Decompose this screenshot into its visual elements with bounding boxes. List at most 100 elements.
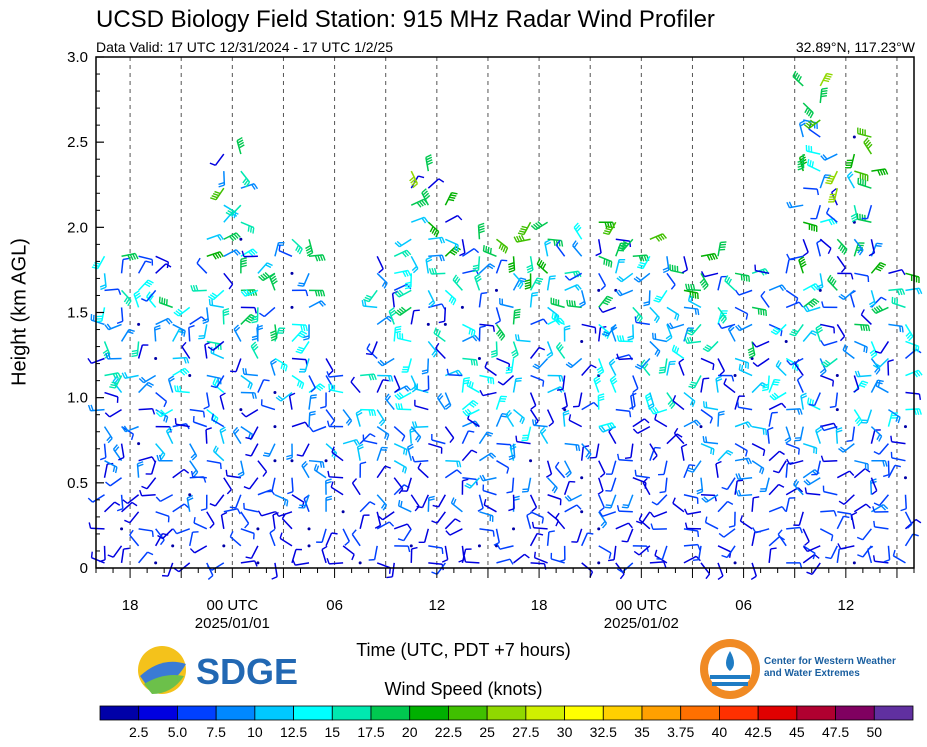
wind-barb (734, 272, 751, 282)
barb-staff (104, 288, 119, 292)
wind-barb (359, 501, 376, 513)
wind-barb (602, 221, 617, 236)
barb-flag (590, 364, 597, 369)
wind-barb (872, 357, 889, 369)
wind-barb (121, 425, 139, 433)
wind-barb (219, 426, 227, 444)
wind-barb (754, 264, 770, 275)
calm-dot (256, 527, 260, 531)
barb-flag (437, 392, 443, 399)
wind-barb (701, 494, 719, 503)
barb-flag (409, 176, 415, 182)
barb-flag (825, 207, 830, 214)
barb-flag (441, 255, 445, 262)
wind-barb (633, 545, 651, 556)
wind-barb (208, 298, 224, 309)
barb-flag (160, 453, 166, 460)
wind-barb (446, 368, 463, 377)
barb-flag (859, 384, 866, 388)
barb-flag (493, 541, 500, 546)
barb-flag (752, 361, 759, 367)
wind-barb (326, 558, 344, 565)
barb-flag (381, 281, 386, 287)
barb-flag (820, 424, 825, 431)
barb-flag (573, 300, 576, 307)
wind-barb (609, 375, 618, 393)
barb-flag (515, 377, 522, 380)
wind-barb (296, 443, 310, 457)
wind-barb (120, 328, 135, 342)
wind-barb (649, 443, 658, 461)
barb-flag (690, 381, 697, 385)
barb-staff (802, 238, 809, 253)
wind-barb (223, 477, 232, 495)
wind-barb (786, 357, 804, 366)
barb-flag (368, 409, 372, 416)
wind-barb (95, 307, 106, 323)
barb-flag (524, 553, 530, 559)
barb-staff (162, 528, 174, 540)
barb-flag (546, 351, 553, 357)
barb-flag (814, 554, 820, 559)
wind-barb (273, 459, 277, 463)
barb-staff (581, 401, 595, 411)
wind-barb (513, 553, 530, 564)
barb-flag (706, 254, 711, 261)
barb-flag (827, 274, 832, 281)
barb-flag (597, 490, 604, 495)
barb-staff (226, 475, 241, 479)
wind-barb (245, 545, 259, 559)
barb-flag (331, 446, 335, 453)
calm-dot (784, 339, 788, 343)
barb-staff (806, 492, 821, 496)
barb-flag (618, 275, 625, 281)
barb-flag (305, 244, 312, 250)
barb-flag (830, 535, 834, 542)
barb-staff (654, 418, 668, 428)
barb-flag (203, 405, 210, 410)
wind-barb (546, 275, 556, 291)
barb-flag (821, 92, 828, 95)
wind-barb (223, 249, 241, 257)
barb-flag (611, 380, 618, 385)
wind-barb (172, 468, 190, 479)
wind-barb (651, 494, 668, 506)
barb-flag (785, 439, 792, 444)
barb-flag (489, 263, 496, 268)
barb-staff (403, 528, 412, 542)
wind-barb (274, 494, 289, 507)
wind-barb (717, 306, 727, 324)
wind-barb (649, 511, 668, 518)
barb-flag (400, 500, 403, 508)
barb-flag (325, 480, 332, 484)
wind-barb (376, 521, 395, 530)
wind-barb (414, 382, 429, 394)
wind-barb (615, 522, 633, 530)
wind-barb (360, 373, 377, 381)
barb-staff (618, 510, 633, 513)
barb-flag (638, 513, 643, 520)
barb-flag (816, 283, 823, 288)
colorbar-label: 27.5 (512, 724, 539, 740)
barb-staff (288, 395, 293, 410)
wind-barb (529, 346, 545, 359)
barb-staff (342, 528, 350, 542)
wind-barb (138, 381, 154, 394)
barb-flag (235, 232, 241, 238)
barb-flag (697, 530, 700, 538)
barb-flag (463, 377, 470, 380)
wind-barb (717, 562, 724, 581)
wind-barb (649, 340, 661, 357)
wind-barb (793, 511, 804, 526)
wind-barb (871, 459, 888, 467)
wind-barb (785, 497, 796, 512)
barb-staff (534, 557, 548, 564)
wind-barb (734, 357, 750, 369)
wind-barb (365, 341, 378, 356)
barb-flag (684, 522, 688, 529)
barb-staff (751, 442, 765, 451)
wind-barb (291, 357, 308, 366)
wind-barb (325, 495, 333, 512)
barb-flag (458, 461, 462, 468)
barb-staff (196, 262, 208, 274)
